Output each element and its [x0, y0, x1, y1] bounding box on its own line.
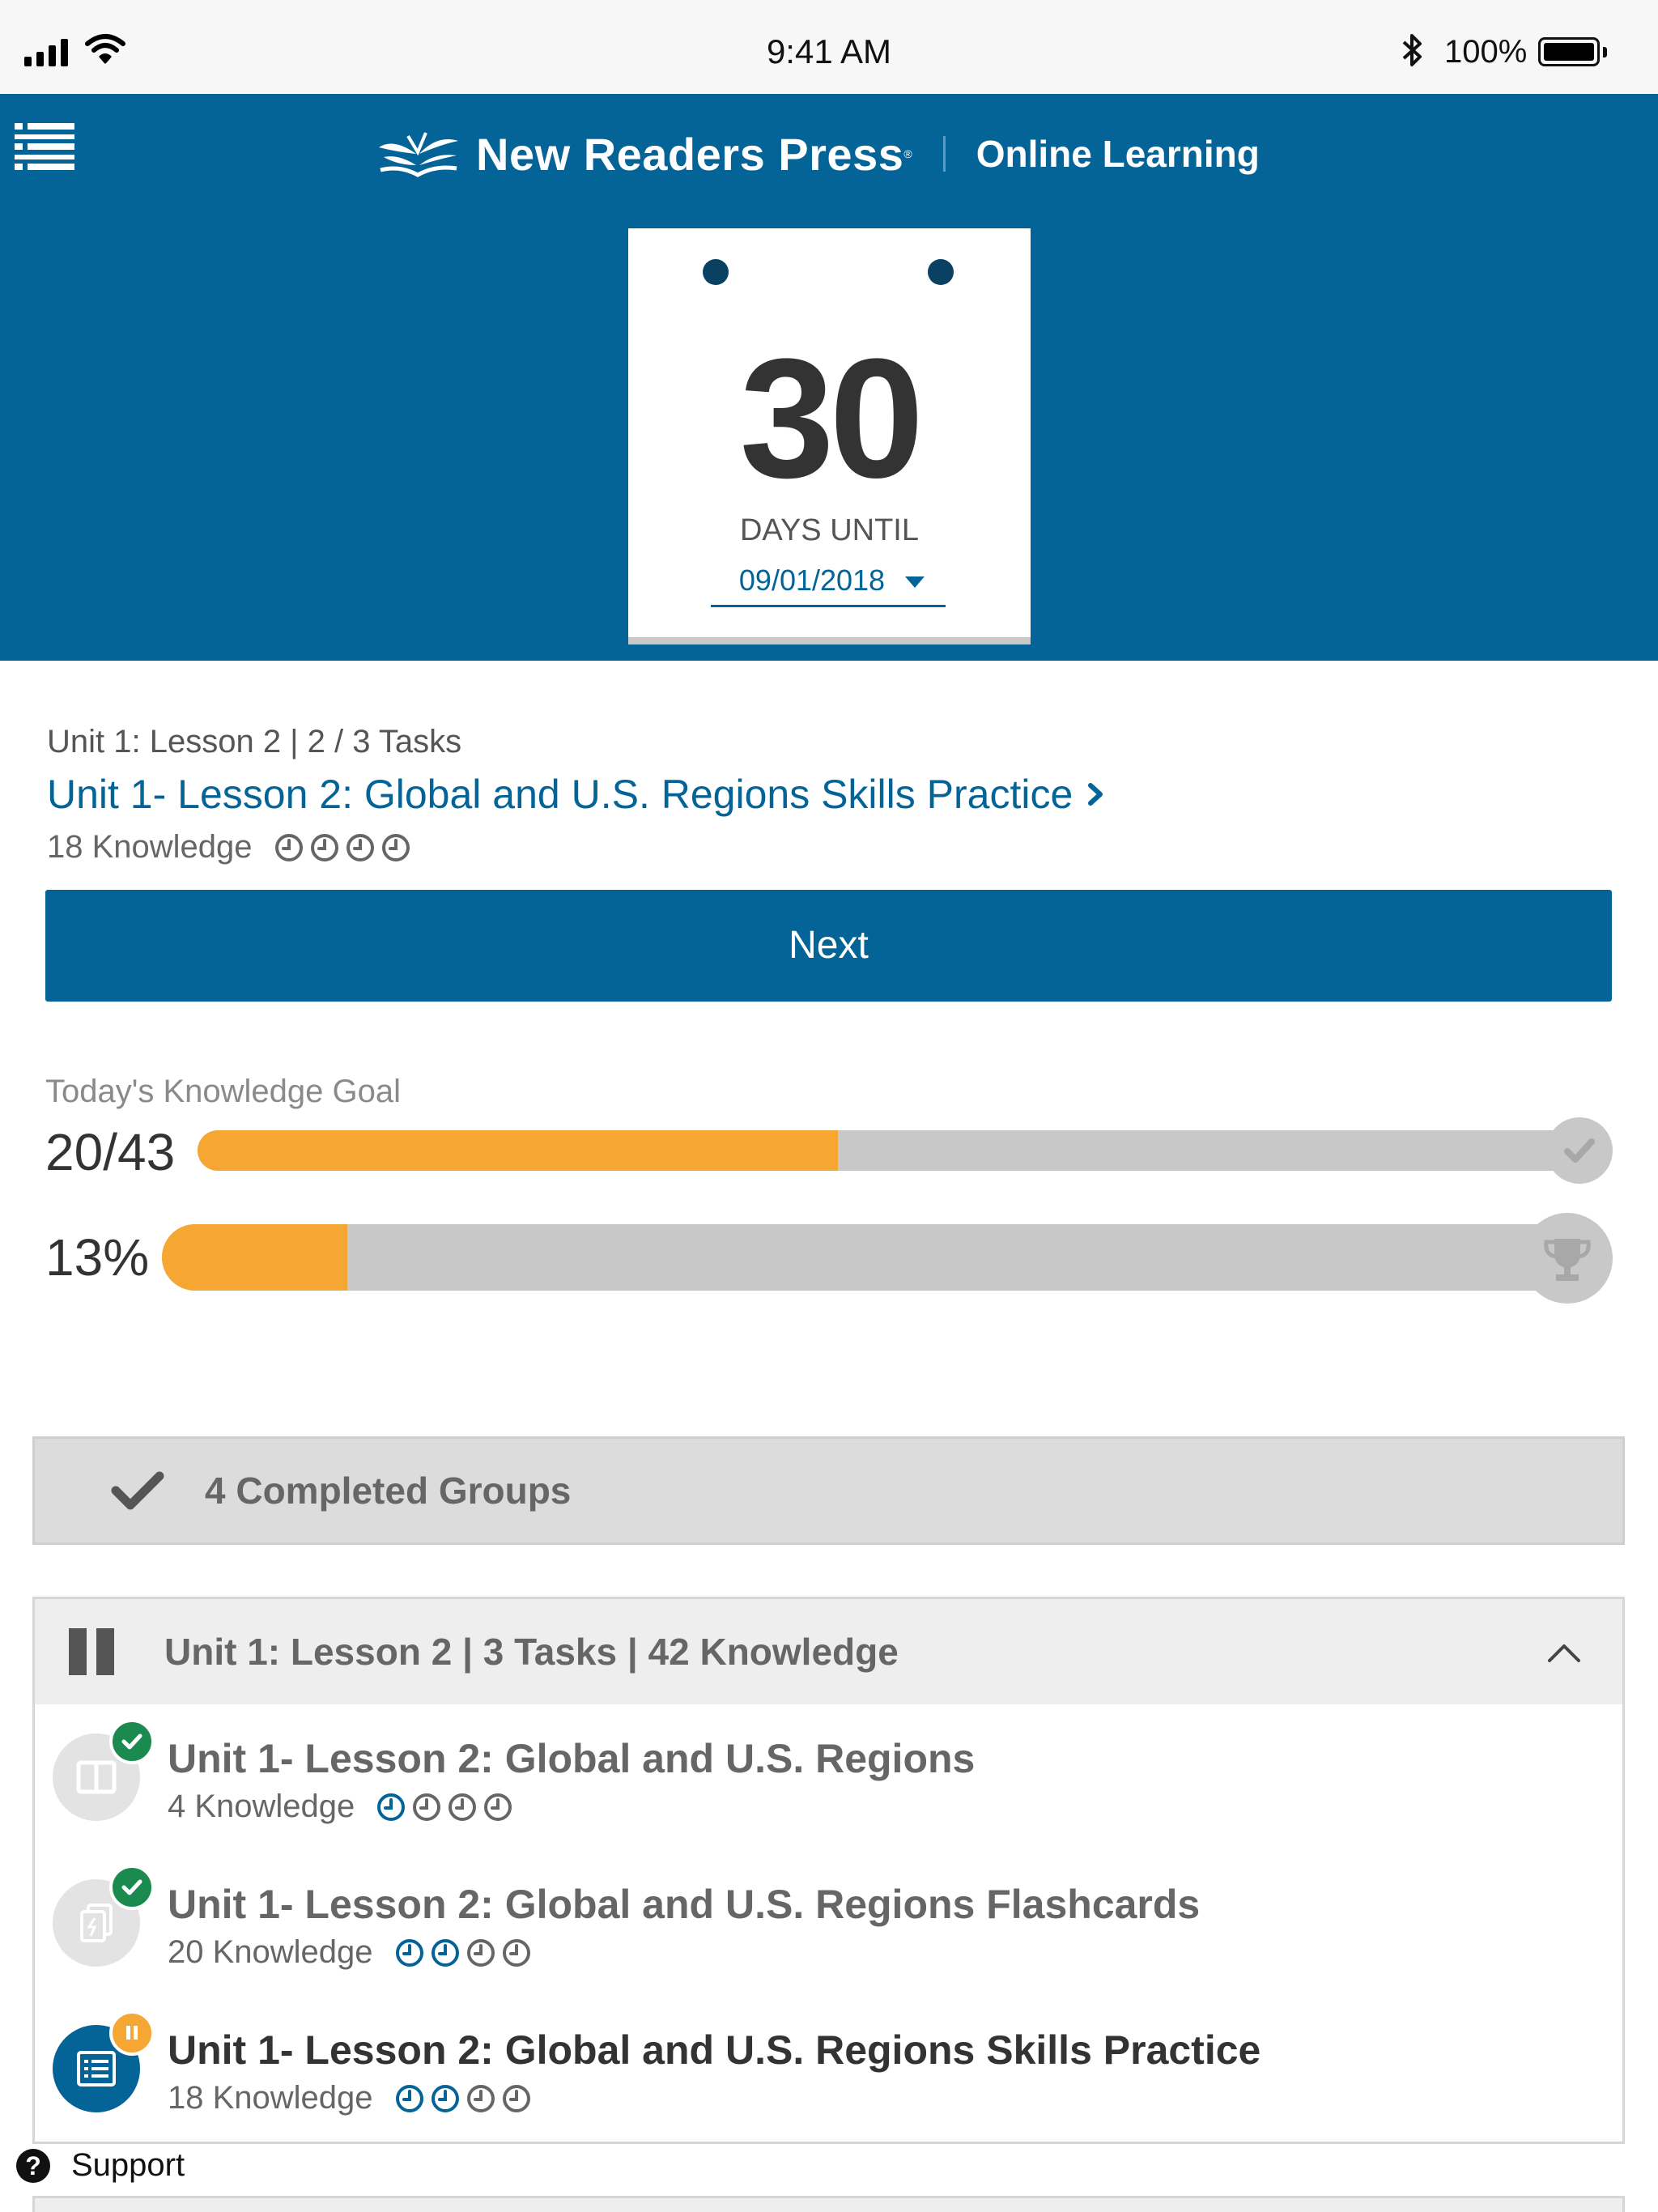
calendar-ring-dot — [928, 259, 954, 285]
clock-icon — [502, 1938, 530, 1967]
task-complete-badge — [109, 1865, 155, 1910]
goal-progress-text: 20/43 — [45, 1123, 176, 1181]
task-in-progress-badge — [109, 2010, 155, 2056]
completed-groups-label: 4 Completed Groups — [205, 1470, 572, 1512]
knowledge-count: 20 Knowledge — [168, 1934, 373, 1970]
help-icon: ? — [16, 2148, 50, 2183]
task-item[interactable]: Unit 1- Lesson 2: Global and U.S. Region… — [35, 1704, 1622, 1834]
clock-icon — [431, 1938, 459, 1967]
next-group-peek — [32, 2196, 1625, 2212]
brand-divider — [942, 136, 946, 172]
pause-icon — [69, 1628, 114, 1675]
menu-list-icon[interactable] — [15, 121, 74, 173]
countdown-calendar: 30 DAYS UNTIL 09/01/2018 — [628, 228, 1031, 644]
app-header: New Readers Press ® Online Learning 30 D… — [0, 94, 1658, 661]
brand[interactable]: New Readers Press ® Online Learning — [376, 121, 1260, 186]
task-knowledge: 4 Knowledge — [168, 1789, 513, 1825]
time-estimate — [394, 2083, 532, 2114]
check-icon — [121, 1879, 142, 1895]
clock-icon — [449, 1793, 477, 1821]
brand-name: New Readers Press — [476, 128, 904, 180]
task-knowledge: 20 Knowledge — [168, 1934, 532, 1971]
task-knowledge: 18 Knowledge — [168, 2080, 532, 2116]
overall-progress-bar — [162, 1224, 1587, 1291]
goal-progress-bar — [198, 1130, 1574, 1171]
completed-groups-row[interactable]: 4 Completed Groups — [32, 1436, 1625, 1545]
wifi-icon — [85, 34, 125, 64]
battery-percent: 100% — [1444, 34, 1528, 70]
target-date-value: 09/01/2018 — [738, 564, 886, 597]
bluetooth-icon — [1402, 34, 1422, 66]
status-bar: 9:41 AM 100% — [0, 0, 1658, 94]
lesson-group-title: Unit 1: Lesson 2 | 3 Tasks | 42 Knowledg… — [164, 1631, 899, 1673]
lesson-group-header[interactable]: Unit 1: Lesson 2 | 3 Tasks | 42 Knowledg… — [35, 1599, 1622, 1704]
battery-nub — [1603, 47, 1607, 57]
current-lesson-link[interactable]: Unit 1- Lesson 2: Global and U.S. Region… — [47, 771, 1107, 818]
chevron-up-icon[interactable] — [1546, 1640, 1582, 1664]
clock-icon — [310, 833, 338, 861]
clock-icon — [466, 2084, 495, 2112]
time-estimate — [376, 1792, 513, 1823]
time-estimate — [274, 832, 411, 863]
task-item[interactable]: Unit 1- Lesson 2: Global and U.S. Region… — [35, 1850, 1622, 1980]
task-title: Unit 1- Lesson 2: Global and U.S. Region… — [168, 1882, 1201, 1927]
goal-label: Today's Knowledge Goal — [45, 1074, 402, 1109]
signal-icon — [24, 37, 68, 66]
clock-icon — [346, 833, 374, 861]
days-until-label: DAYS UNTIL — [739, 513, 919, 547]
trophy-badge — [1522, 1213, 1613, 1304]
overall-progress-text: 13% — [45, 1228, 150, 1287]
clock-icon — [274, 833, 303, 861]
clock-time: 9:41 AM — [766, 32, 892, 70]
calendar-ring-dot — [703, 259, 729, 285]
battery-icon — [1538, 37, 1600, 66]
lesson-group: Unit 1: Lesson 2 | 3 Tasks | 42 Knowledg… — [32, 1597, 1625, 2144]
book-icon — [76, 1760, 117, 1794]
check-icon — [121, 1733, 142, 1750]
days-count: 30 — [739, 323, 925, 513]
current-lesson-subtitle: Unit 1: Lesson 2 | 2 / 3 Tasks — [47, 724, 462, 759]
clock-icon — [381, 833, 410, 861]
check-icon — [111, 1471, 164, 1510]
pause-icon — [126, 2026, 138, 2040]
overall-progress-fill — [162, 1224, 347, 1291]
clock-icon — [502, 2084, 530, 2112]
time-estimate — [394, 1938, 532, 1968]
support-link[interactable]: ? Support — [16, 2147, 185, 2184]
task-title: Unit 1- Lesson 2: Global and U.S. Region… — [168, 1736, 976, 1781]
knowledge-count: 18 Knowledge — [47, 829, 253, 865]
target-date-select[interactable]: 09/01/2018 — [711, 559, 946, 607]
clock-icon — [395, 2084, 423, 2112]
current-lesson-knowledge: 18 Knowledge — [47, 829, 411, 866]
check-icon — [1564, 1138, 1595, 1163]
current-lesson-title: Unit 1- Lesson 2: Global and U.S. Region… — [47, 772, 1073, 817]
list-icon — [77, 2051, 116, 2087]
brand-subtitle: Online Learning — [976, 133, 1260, 175]
chevron-right-icon — [1088, 783, 1103, 806]
goal-progress-fill — [198, 1130, 838, 1171]
knowledge-count: 4 Knowledge — [168, 1789, 355, 1824]
clock-icon — [466, 1938, 495, 1967]
task-title: Unit 1- Lesson 2: Global and U.S. Region… — [168, 2027, 1261, 2073]
open-book-logo-icon — [379, 132, 458, 177]
trophy-icon — [1544, 1239, 1591, 1281]
task-complete-badge — [109, 1719, 155, 1764]
knowledge-count: 18 Knowledge — [168, 2080, 373, 2116]
support-label: Support — [71, 2147, 185, 2183]
caret-down-icon — [905, 576, 925, 588]
clock-icon — [413, 1793, 441, 1821]
next-button[interactable]: Next — [45, 890, 1612, 1002]
clock-icon — [431, 2084, 459, 2112]
clock-icon — [484, 1793, 512, 1821]
task-item[interactable]: Unit 1- Lesson 2: Global and U.S. Region… — [35, 1996, 1622, 2125]
registered-mark: ® — [903, 147, 912, 160]
flashcards-icon — [80, 1904, 113, 1942]
goal-check-badge — [1546, 1117, 1613, 1184]
clock-icon — [395, 1938, 423, 1967]
clock-icon — [377, 1793, 406, 1821]
